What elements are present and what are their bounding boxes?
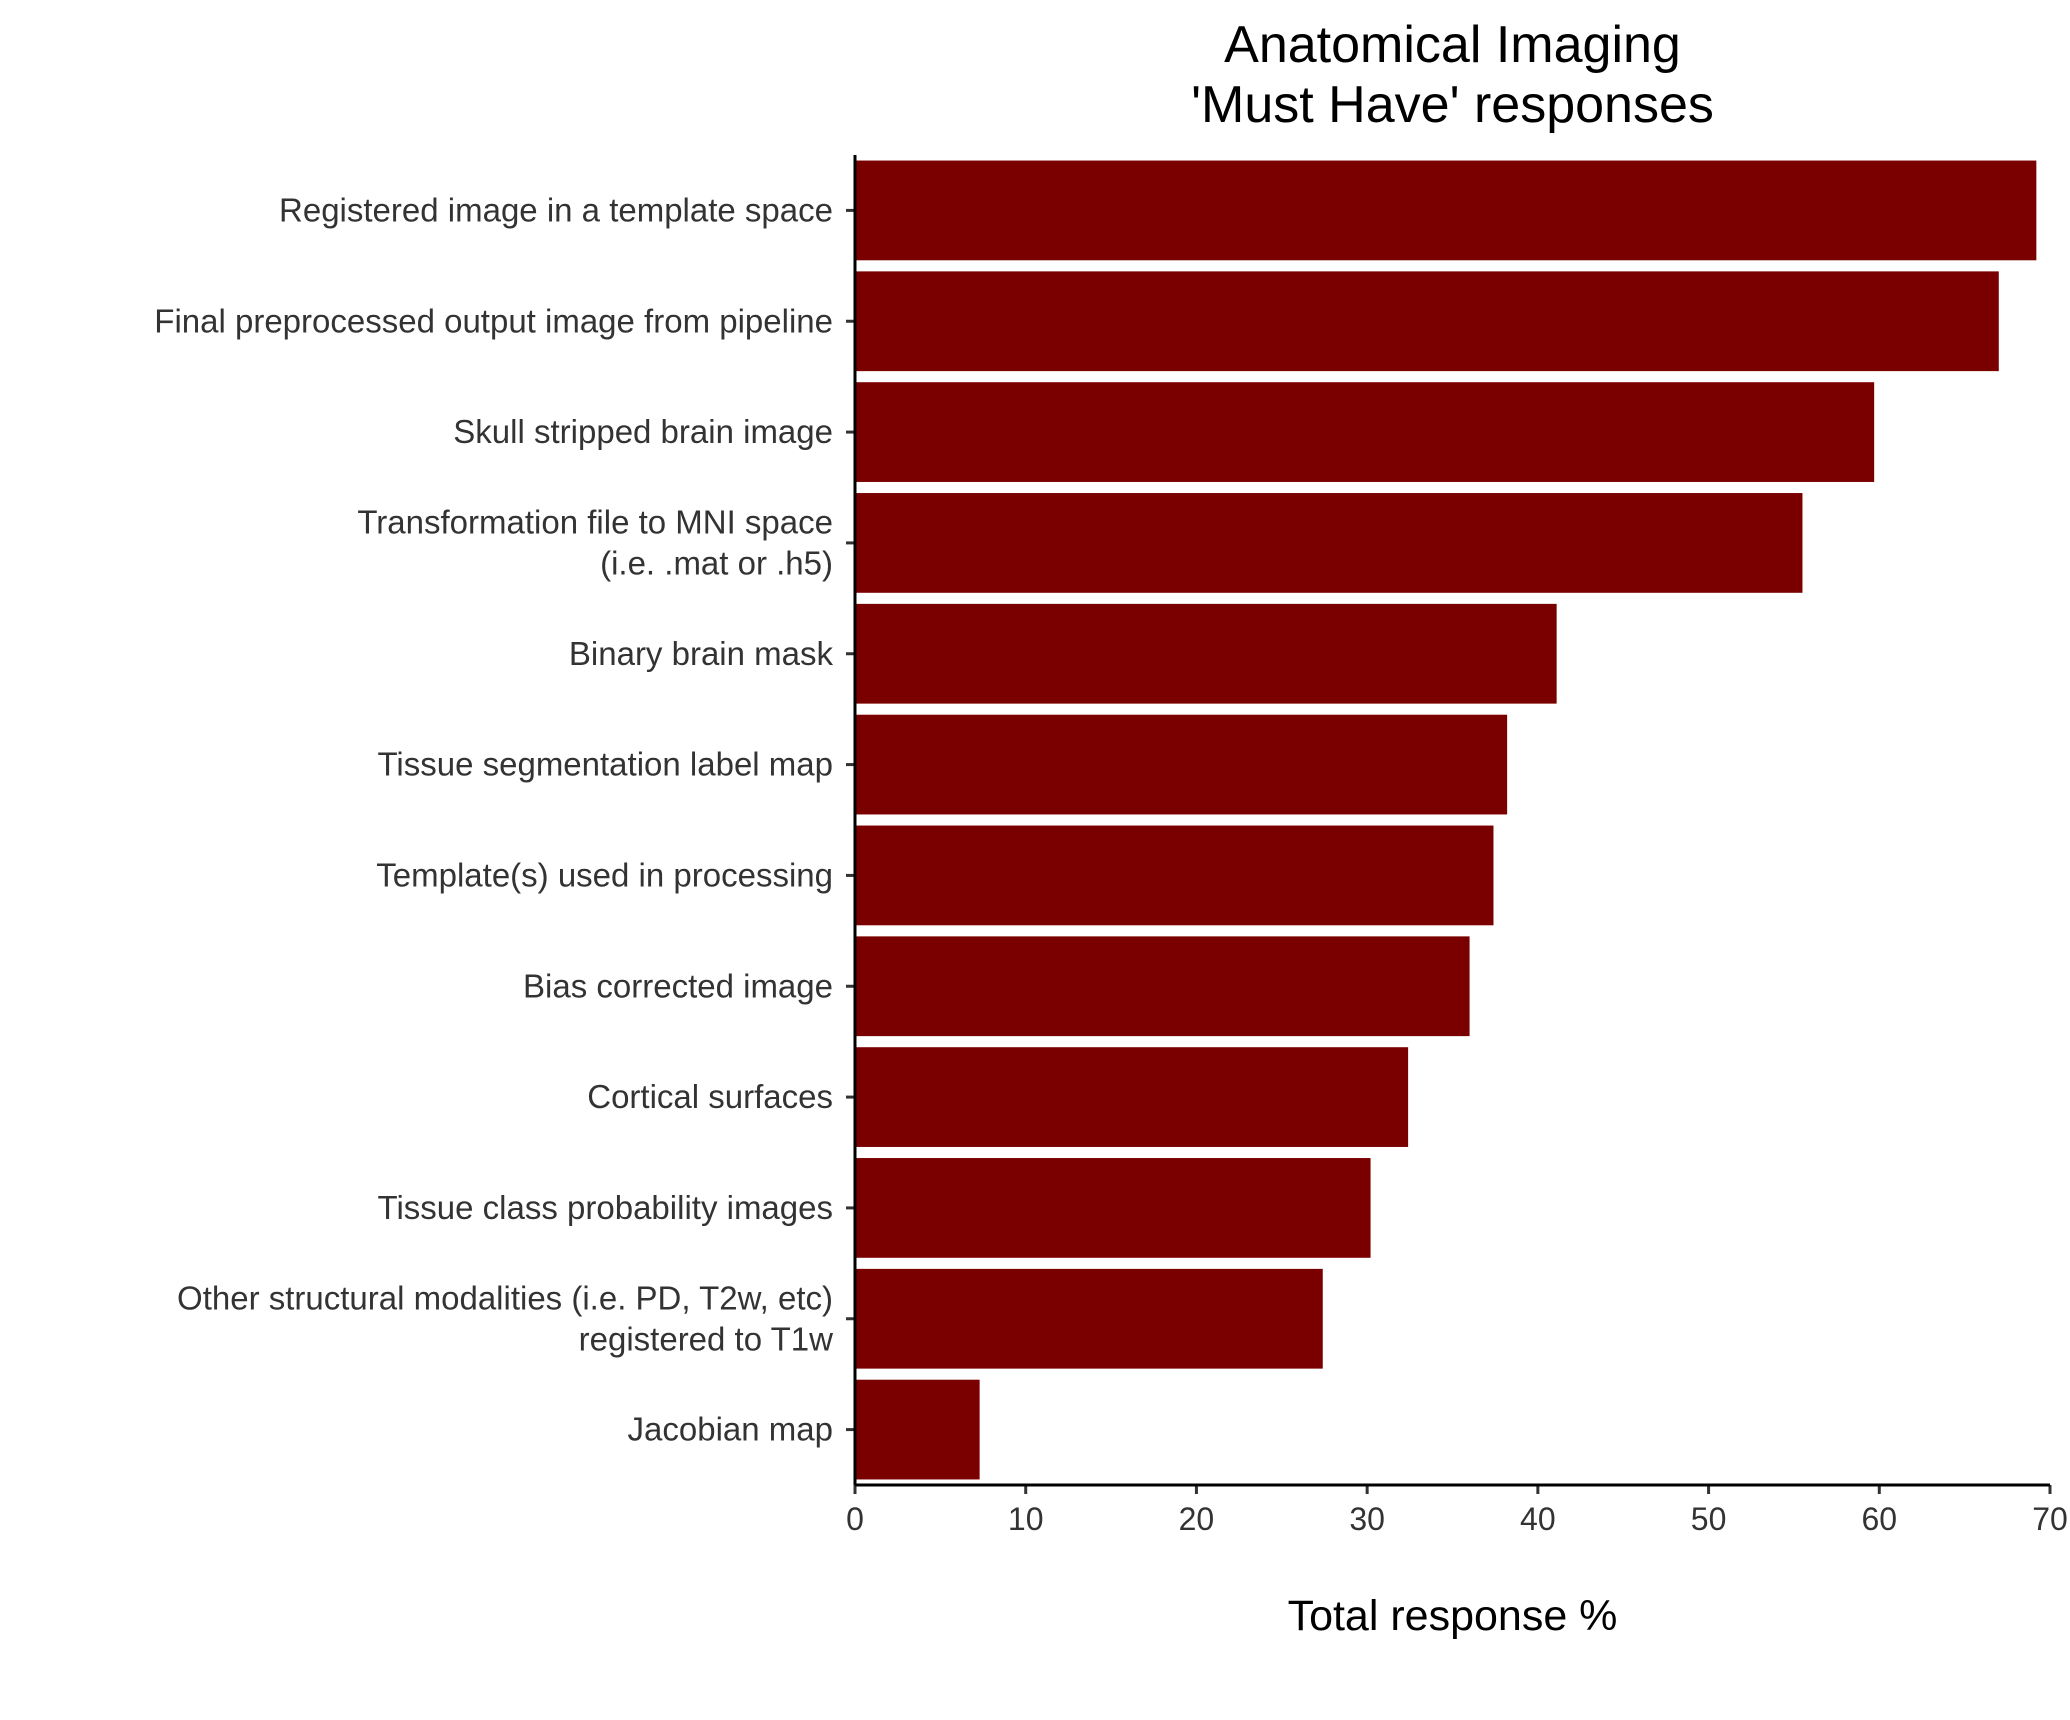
category-labels: Registered image in a template space Fina… <box>154 191 833 1447</box>
category-label: Registered image in a template space <box>279 191 833 228</box>
chart-title-line-2: 'Must Have' responses <box>1191 76 1714 134</box>
x-tick-label: 40 <box>1520 1501 1556 1537</box>
x-tick-label: 30 <box>1349 1501 1385 1537</box>
category-label: Transformation file to MNI space (i.e. .m… <box>357 503 833 581</box>
x-axis-ticks: 0 10 20 30 40 50 60 70 <box>846 1485 2068 1537</box>
x-tick-label: 20 <box>1179 1501 1215 1537</box>
bar <box>855 936 1470 1037</box>
chart-title-line-1: Anatomical Imaging <box>1224 16 1681 74</box>
x-tick-label: 10 <box>1008 1501 1044 1537</box>
category-label: Jacobian map <box>628 1411 833 1448</box>
x-tick-label: 50 <box>1691 1501 1727 1537</box>
category-label: Cortical surfaces <box>587 1078 833 1115</box>
x-tick-label: 70 <box>2032 1501 2068 1537</box>
bars <box>855 160 2037 1480</box>
bar <box>855 493 1803 593</box>
bar <box>855 603 1557 704</box>
category-label: Bias corrected image <box>523 967 833 1004</box>
category-label: Binary brain mask <box>569 635 834 672</box>
bar <box>855 382 1875 482</box>
category-label: Final preprocessed output image from pip… <box>154 302 833 339</box>
bar <box>855 825 1494 926</box>
category-label: Template(s) used in processing <box>376 856 833 893</box>
category-label: Other structural modalities (i.e. PD, T2… <box>177 1279 833 1357</box>
bar <box>855 160 2037 261</box>
bar <box>855 1158 1371 1258</box>
bar <box>855 714 1508 815</box>
chart-title: Anatomical Imaging'Must Have' responses <box>1191 16 1714 134</box>
bar <box>855 271 1999 372</box>
x-tick-label: 0 <box>846 1501 864 1537</box>
x-axis-title: Total response % <box>1288 1592 1618 1640</box>
category-label: Skull stripped brain image <box>453 413 833 450</box>
x-tick-label: 60 <box>1861 1501 1897 1537</box>
bar <box>855 1268 1323 1369</box>
category-label: Tissue segmentation label map <box>377 746 833 783</box>
bar <box>855 1047 1409 1147</box>
bar <box>855 1379 980 1480</box>
category-label: Tissue class probability images <box>378 1189 833 1226</box>
